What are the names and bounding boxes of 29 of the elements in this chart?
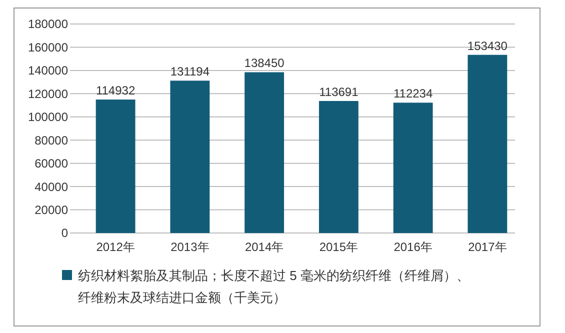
y-tick-label: 0 bbox=[61, 226, 68, 240]
data-label: 112234 bbox=[393, 86, 433, 101]
x-tick-label: 2014年 bbox=[244, 240, 284, 254]
data-label: 113691 bbox=[319, 84, 359, 99]
y-tick-label: 80000 bbox=[34, 133, 68, 148]
y-tick-label: 120000 bbox=[28, 86, 68, 101]
y-tick-label: 100000 bbox=[28, 110, 68, 124]
x-tick-label: 2015年 bbox=[319, 240, 358, 254]
x-tick-label: 2016年 bbox=[394, 240, 432, 254]
x-tick-label: 2017年 bbox=[468, 240, 507, 254]
legend-label: 纺织材料絮胎及其制品；长度不超过 5 毫米的纺织纤维（纤维屑）、纤维粉末及球结进口金额（千美元） bbox=[78, 268, 470, 305]
y-tick-label: 180000 bbox=[28, 17, 68, 32]
y-tick-label: 40000 bbox=[34, 180, 68, 194]
bar bbox=[318, 100, 358, 233]
bar bbox=[393, 102, 433, 233]
y-tick-label: 160000 bbox=[28, 40, 68, 54]
y-tick-label: 60000 bbox=[34, 156, 68, 171]
x-tick-label: 2012年 bbox=[96, 240, 135, 254]
bar bbox=[96, 100, 136, 233]
x-tick-label: 2013年 bbox=[170, 240, 210, 254]
y-tick-label: 140000 bbox=[28, 64, 68, 78]
data-label: 138450 bbox=[244, 56, 285, 70]
bar bbox=[170, 80, 210, 233]
data-label: 153430 bbox=[467, 38, 508, 53]
y-tick-label: 20000 bbox=[34, 202, 68, 217]
bar bbox=[244, 72, 284, 233]
data-label: 131194 bbox=[170, 64, 210, 79]
bar bbox=[468, 54, 508, 233]
data-label: 114932 bbox=[96, 84, 136, 98]
